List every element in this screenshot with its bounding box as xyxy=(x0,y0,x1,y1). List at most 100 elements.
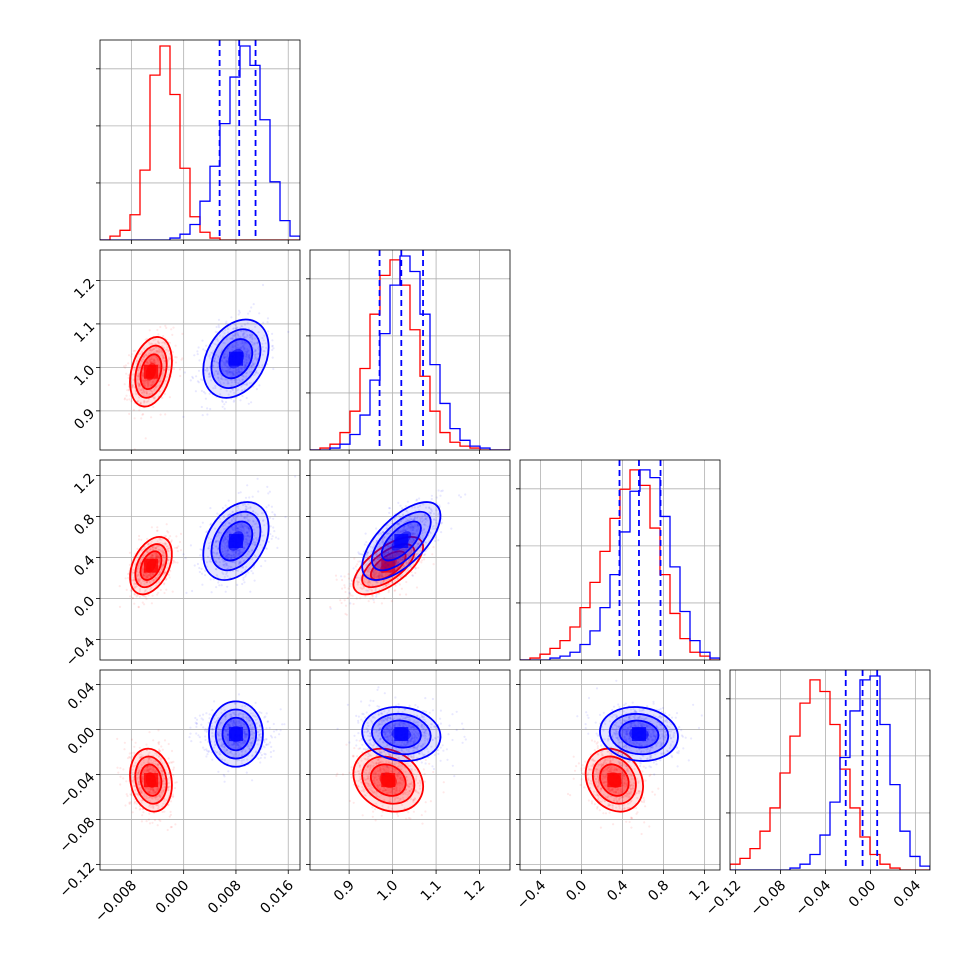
scatter-point xyxy=(157,556,160,559)
scatter-point xyxy=(161,779,165,782)
scatter-point xyxy=(385,579,388,582)
scatter-point xyxy=(367,570,370,573)
scatter-point xyxy=(132,784,135,787)
scatter-point xyxy=(387,556,390,560)
scatter-point xyxy=(231,528,234,531)
scatter-point xyxy=(157,741,160,744)
scatter-point xyxy=(256,513,259,516)
scatter-point xyxy=(429,512,432,515)
scatter-point xyxy=(158,366,161,369)
scatter-point xyxy=(137,383,140,386)
scatter-point xyxy=(241,566,244,569)
scatter-point xyxy=(133,578,136,581)
scatter-point xyxy=(378,563,381,566)
scatter-point xyxy=(378,571,381,574)
scatter-point xyxy=(380,562,383,565)
scatter-point xyxy=(148,349,151,352)
scatter-point xyxy=(237,491,240,495)
scatter-point xyxy=(383,549,386,552)
scatter-point xyxy=(157,788,160,791)
scatter-point xyxy=(156,787,159,791)
scatter-point xyxy=(347,577,351,580)
scatter-point xyxy=(143,603,146,606)
scatter-point xyxy=(261,353,264,356)
scatter-point xyxy=(158,571,161,574)
scatter-point xyxy=(245,396,248,400)
scatter-point xyxy=(356,569,359,572)
scatter-point xyxy=(173,546,177,550)
scatter-point xyxy=(349,594,352,597)
scatter-point xyxy=(162,554,165,557)
scatter-point xyxy=(242,374,245,377)
scatter-point xyxy=(245,573,248,576)
scatter-point xyxy=(458,494,461,497)
scatter-point xyxy=(231,550,234,553)
scatter-point xyxy=(138,409,141,412)
scatter-point xyxy=(233,554,236,557)
scatter-point xyxy=(251,333,254,336)
scatter-point xyxy=(239,366,242,369)
scatter-point xyxy=(255,522,258,525)
scatter-point xyxy=(428,511,431,514)
scatter-point xyxy=(389,555,392,558)
scatter-point xyxy=(133,369,136,372)
scatter-point xyxy=(155,554,158,557)
scatter-point xyxy=(163,356,166,360)
scatter-point xyxy=(403,529,406,533)
scatter-point xyxy=(247,527,250,530)
scatter-point xyxy=(252,385,255,388)
scatter-point xyxy=(245,508,248,512)
scatter-point xyxy=(237,527,240,530)
scatter-point xyxy=(244,540,247,544)
scatter-point xyxy=(398,558,401,561)
scatter-point xyxy=(148,800,152,803)
scatter-point xyxy=(152,806,155,809)
scatter-point xyxy=(224,522,227,525)
scatter-point xyxy=(231,554,234,558)
scatter-point xyxy=(197,381,200,384)
scatter-point xyxy=(147,576,150,579)
scatter-point xyxy=(417,541,420,545)
scatter-point xyxy=(239,528,242,531)
scatter-point xyxy=(421,515,424,518)
scatter-point xyxy=(157,591,160,594)
scatter-point xyxy=(387,540,390,543)
scatter-point xyxy=(161,775,164,778)
scatter-point xyxy=(159,759,162,763)
scatter-point xyxy=(249,535,252,538)
scatter-point xyxy=(240,342,243,345)
scatter-point xyxy=(156,786,160,789)
scatter-point xyxy=(142,374,145,377)
scatter-point xyxy=(151,348,154,351)
scatter-point xyxy=(396,553,399,557)
scatter-point xyxy=(151,770,154,773)
scatter-point xyxy=(411,528,414,532)
scatter-point xyxy=(124,364,127,367)
scatter-point xyxy=(380,559,383,562)
scatter-point xyxy=(227,556,231,559)
scatter-point xyxy=(236,554,239,557)
scatter-point xyxy=(181,332,184,335)
scatter-point xyxy=(221,378,224,381)
scatter-point xyxy=(348,591,351,595)
scatter-point xyxy=(160,567,164,571)
scatter-point xyxy=(242,346,245,349)
scatter-point xyxy=(136,771,139,775)
scatter-point xyxy=(147,753,150,756)
scatter-point xyxy=(394,589,397,592)
scatter-point xyxy=(399,550,402,553)
scatter-point xyxy=(210,560,213,563)
scatter-point xyxy=(147,383,150,387)
scatter-point xyxy=(167,537,170,540)
scatter-point xyxy=(119,767,122,770)
scatter-point xyxy=(223,364,226,367)
scatter-point xyxy=(149,573,152,576)
scatter-point xyxy=(435,521,438,524)
scatter-point xyxy=(234,551,237,554)
scatter-point xyxy=(365,553,368,556)
scatter-point xyxy=(150,358,153,361)
scatter-point xyxy=(362,587,365,590)
scatter-point xyxy=(153,347,156,351)
scatter-point xyxy=(234,381,237,384)
scatter-point xyxy=(163,342,166,345)
